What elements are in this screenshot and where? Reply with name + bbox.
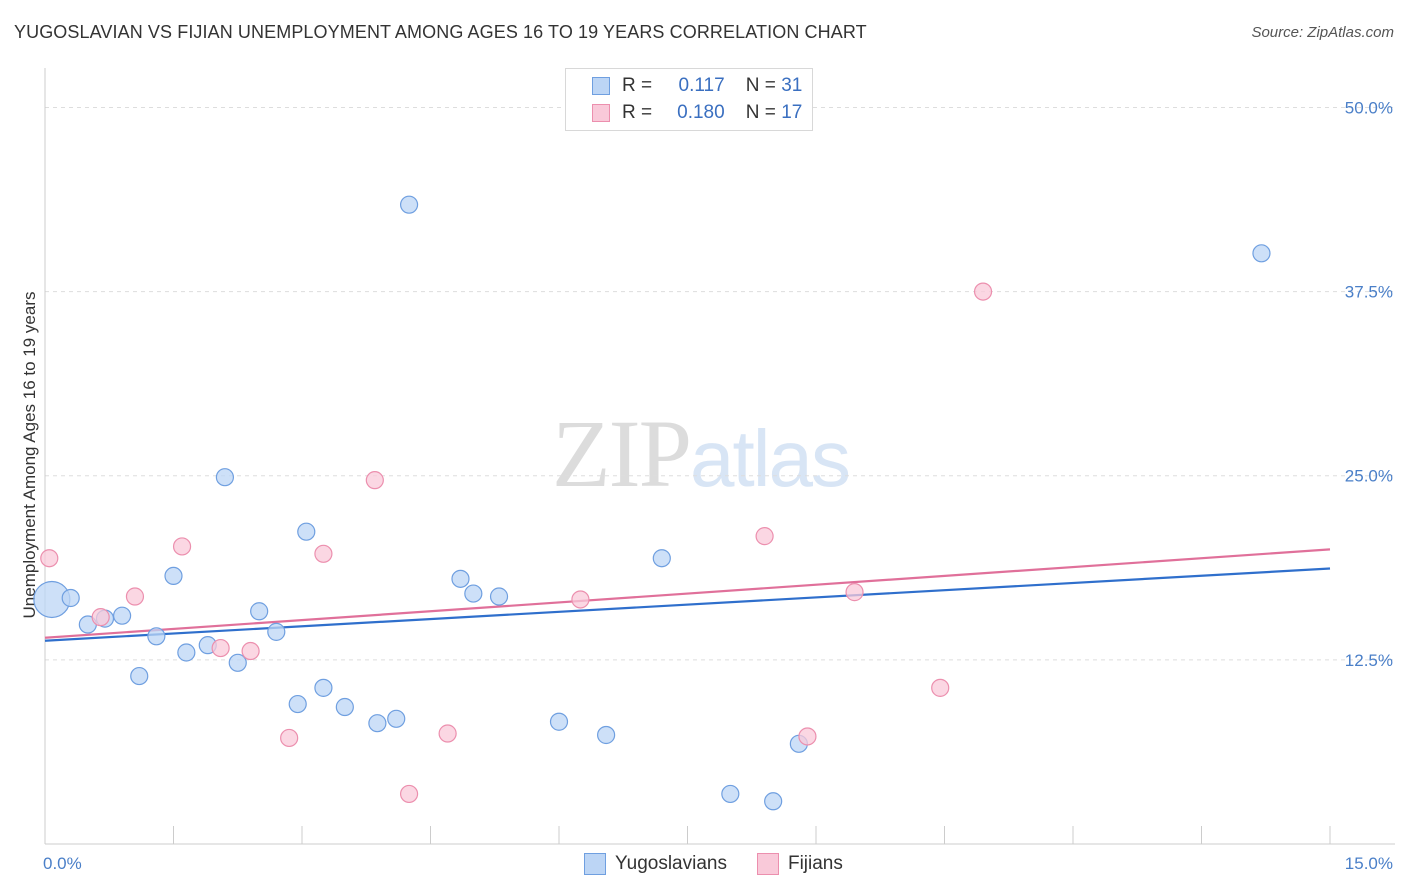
data-point-yugoslavians [451,569,470,588]
y-tick-label: 12.5% [1345,651,1393,670]
data-point-yugoslavians [215,468,234,487]
correlation-legend: R = 0.117 N = 31 R = 0.180 N = 17 [565,68,813,131]
data-point-fijians [172,537,192,556]
trend-lines [44,548,1331,642]
series-label-yugoslavians: Yugoslavians [615,853,727,874]
data-point-yugoslavians [489,587,509,606]
data-point-yugoslavians [549,712,569,731]
legend-r-label: R = [622,102,653,123]
legend-row-yugoslavians: R = 0.117 N = 31 [592,75,802,97]
data-point-yugoslavians [721,784,740,804]
data-point-fijians [280,728,299,748]
data-point-fijians [798,727,817,746]
data-point-yugoslavians [61,588,80,608]
data-point-fijians [365,471,384,490]
data-point-yugoslavians [464,584,483,603]
legend-r-label: R = [622,75,653,96]
data-points [33,195,1271,811]
data-point-fijians [241,641,260,661]
data-point-fijians [399,784,419,804]
data-point-fijians [211,638,230,658]
data-point-yugoslavians [1252,244,1271,263]
data-point-yugoslavians [250,602,269,621]
series-legend-fijians: Fijians [756,853,843,875]
data-point-fijians [755,527,774,546]
data-point-yugoslavians [228,653,247,672]
legend-n-value: 31 [781,75,803,96]
data-point-yugoslavians [297,522,316,541]
data-point-fijians [571,590,590,609]
data-point-yugoslavians [112,606,132,625]
legend-swatch-yugoslavians [592,77,610,95]
y-tick-label: 50.0% [1345,98,1393,117]
data-point-yugoslavians [652,549,671,568]
data-point-fijians [40,549,59,568]
data-point-yugoslavians [597,725,616,745]
data-point-yugoslavians [177,643,196,662]
legend-n-value: 17 [781,102,803,123]
data-point-yugoslavians [387,709,406,728]
data-point-yugoslavians [335,697,354,717]
legend-r-value: 0.180 [677,102,725,123]
tick-labels: 12.5% 25.0% 37.5% 50.0% 0.0% 15.0% [43,98,1393,873]
data-point-yugoslavians [764,792,783,811]
watermark-atlas: atlas [690,414,851,503]
legend-n-label: N = [745,75,776,96]
data-point-yugoslavians [288,694,307,714]
legend-swatch-fijians [592,104,610,122]
data-point-fijians [973,282,993,301]
legend-n-label: N = [745,102,776,123]
chart-title: YUGOSLAVIAN VS FIJIAN UNEMPLOYMENT AMONG… [14,22,867,42]
data-point-fijians [931,678,950,697]
x-tick-label: 0.0% [43,854,82,873]
data-point-fijians [125,587,145,606]
series-legend-yugoslavians: Yugoslavians [584,853,727,875]
watermark: ZIPatlas [552,398,851,509]
data-point-fijians [845,583,864,602]
y-tick-label: 25.0% [1345,467,1393,486]
legend-r-value: 0.117 [678,75,725,96]
data-point-yugoslavians [368,714,387,733]
data-point-yugoslavians [164,566,183,586]
data-point-yugoslavians [147,627,166,646]
trend-line-fijians [44,548,1331,639]
x-tick-label: 15.0% [1345,854,1393,873]
data-point-fijians [91,608,110,627]
data-point-yugoslavians [314,678,333,697]
y-tick-label: 37.5% [1345,283,1393,302]
series-swatch-fijians [756,853,779,875]
series-swatch-yugoslavians [584,853,606,875]
series-label-fijians: Fijians [787,853,843,874]
data-point-fijians [314,544,333,563]
watermark-zip: ZIP [552,400,692,507]
trend-line-yugoslavians [44,567,1331,642]
data-point-fijians [438,724,457,743]
data-point-yugoslavians [399,195,419,214]
data-point-yugoslavians [130,666,149,686]
source-label: Source: ZipAtlas.com [1251,24,1394,41]
axes [44,68,1395,845]
series-legend: Yugoslavians Fijians [584,852,873,876]
legend-row-fijians: R = 0.180 N = 17 [592,102,802,124]
data-point-yugoslavians [267,622,286,641]
